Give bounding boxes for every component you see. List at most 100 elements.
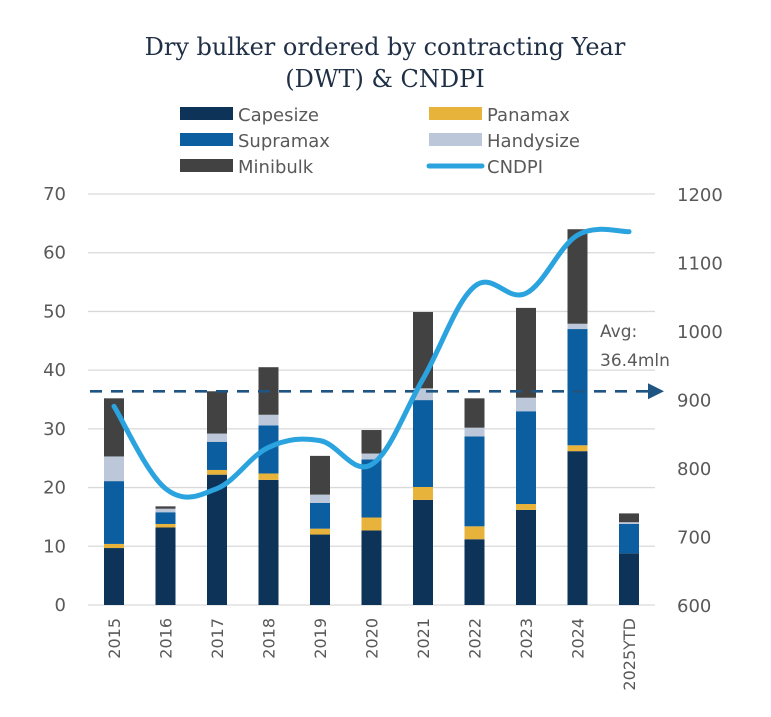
legend: Capesize Panamax Supramax Handysize Mini…	[180, 105, 580, 178]
average-arrow-icon	[648, 383, 664, 400]
bar-handysize-2024[interactable]	[567, 323, 588, 330]
x-tick-label: 2020	[363, 618, 382, 659]
bar-capesize-2020[interactable]	[361, 530, 382, 605]
bar-handysize-2018[interactable]	[258, 414, 279, 426]
bar-supramax-2020[interactable]	[361, 459, 382, 518]
bar-capesize-2025YTD[interactable]	[619, 553, 639, 605]
bar-supramax-2015[interactable]	[104, 481, 124, 544]
bar-minibulk-2020[interactable]	[361, 430, 382, 454]
bar-stack-2015[interactable]	[104, 398, 124, 605]
bar-supramax-2019[interactable]	[310, 502, 330, 529]
legend-item-capesize[interactable]: Capesize	[180, 105, 319, 126]
bar-capesize-2015[interactable]	[104, 548, 124, 605]
x-tick-label: 2015	[105, 618, 124, 659]
bar-stack-2020[interactable]	[361, 430, 382, 605]
bar-capesize-2022[interactable]	[464, 539, 485, 605]
bar-handysize-2021[interactable]	[413, 388, 433, 401]
bar-panamax-2015[interactable]	[104, 543, 124, 549]
legend-item-minibulk[interactable]: Minibulk	[180, 157, 314, 178]
cndpi-point-2022[interactable]	[472, 284, 477, 289]
y2-tick-label: 600	[677, 596, 711, 617]
bar-handysize-2022[interactable]	[464, 427, 485, 437]
cndpi-point-2017[interactable]	[215, 486, 220, 491]
cndpi-line[interactable]	[111, 226, 632, 500]
y-tick-label: 0	[55, 595, 66, 616]
cndpi-point-2025YTD[interactable]	[627, 229, 632, 234]
bar-stack-2018[interactable]	[258, 367, 279, 605]
y-tick-label: 20	[43, 478, 66, 499]
bar-capesize-2021[interactable]	[413, 499, 433, 605]
legend-label-panamax: Panamax	[487, 105, 570, 126]
bar-supramax-2024[interactable]	[567, 329, 588, 446]
bar-capesize-2019[interactable]	[310, 534, 330, 605]
bar-minibulk-2025YTD[interactable]	[619, 513, 639, 523]
bar-stack-2017[interactable]	[207, 391, 227, 605]
y2-tick-label: 1200	[677, 185, 723, 206]
legend-label-supramax: Supramax	[238, 131, 330, 152]
bar-handysize-2020[interactable]	[361, 453, 382, 460]
bar-supramax-2025YTD[interactable]	[619, 523, 639, 554]
bar-minibulk-2024[interactable]	[567, 229, 588, 324]
bar-supramax-2016[interactable]	[155, 512, 176, 524]
legend-item-supramax[interactable]: Supramax	[180, 131, 330, 152]
bar-capesize-2018[interactable]	[258, 479, 279, 605]
x-tick-label: 2019	[311, 618, 330, 659]
bar-stack-2016[interactable]	[155, 506, 176, 605]
bar-supramax-2021[interactable]	[413, 400, 433, 487]
x-tick-label: 2023	[517, 618, 536, 659]
chart-title-line-1: Dry bulker ordered by contracting Year	[145, 33, 626, 61]
bar-supramax-2023[interactable]	[516, 411, 536, 505]
legend-swatch-handysize	[429, 133, 482, 146]
bar-panamax-2020[interactable]	[361, 517, 382, 531]
bar-panamax-2022[interactable]	[464, 526, 485, 540]
legend-item-cndpi[interactable]: CNDPI	[426, 157, 543, 178]
bar-panamax-2024[interactable]	[567, 445, 588, 452]
bar-capesize-2016[interactable]	[155, 527, 176, 605]
bar-capesize-2023[interactable]	[516, 509, 536, 605]
cndpi-point-2016[interactable]	[163, 486, 168, 491]
bar-stack-2024[interactable]	[567, 229, 588, 605]
bar-supramax-2017[interactable]	[207, 441, 227, 470]
cndpi-point-2019[interactable]	[318, 438, 323, 443]
y2-tick-label: 700	[677, 528, 711, 549]
bar-supramax-2022[interactable]	[464, 436, 485, 527]
legend-item-panamax[interactable]: Panamax	[429, 105, 570, 126]
legend-label-capesize: Capesize	[238, 105, 319, 126]
bar-handysize-2015[interactable]	[104, 456, 124, 482]
bar-minibulk-2017[interactable]	[207, 391, 227, 434]
cndpi-point-2021[interactable]	[421, 376, 426, 381]
bar-stack-2019[interactable]	[310, 455, 330, 605]
bar-panamax-2016[interactable]	[155, 523, 176, 528]
cndpi-point-2015[interactable]	[112, 404, 117, 409]
legend-swatch-minibulk	[180, 159, 233, 172]
bar-stack-2022[interactable]	[464, 398, 485, 605]
cndpi-point-2018[interactable]	[266, 445, 271, 450]
cndpi-point-2020[interactable]	[369, 462, 374, 467]
bar-minibulk-2016[interactable]	[155, 506, 176, 509]
bar-minibulk-2022[interactable]	[464, 398, 485, 428]
bar-capesize-2024[interactable]	[567, 451, 588, 605]
bars	[104, 229, 639, 605]
bar-panamax-2017[interactable]	[207, 469, 227, 475]
legend-item-handysize[interactable]: Handysize	[429, 131, 580, 152]
y2-tick-label: 1000	[677, 322, 723, 343]
bar-panamax-2023[interactable]	[516, 504, 536, 510]
cndpi-point-2024[interactable]	[575, 233, 580, 238]
bar-stack-2021[interactable]	[413, 312, 433, 605]
gridlines	[88, 193, 655, 606]
cndpi-point-2023[interactable]	[524, 291, 529, 296]
bar-minibulk-2023[interactable]	[516, 307, 536, 398]
bar-handysize-2019[interactable]	[310, 494, 330, 503]
legend-swatch-supramax	[180, 133, 233, 146]
bar-handysize-2016[interactable]	[155, 508, 176, 513]
bar-handysize-2023[interactable]	[516, 397, 536, 412]
bar-stack-2025YTD[interactable]	[619, 513, 639, 605]
bar-panamax-2018[interactable]	[258, 473, 279, 480]
bar-panamax-2019[interactable]	[310, 528, 330, 535]
bar-capesize-2017[interactable]	[207, 474, 227, 605]
bar-panamax-2021[interactable]	[413, 486, 433, 500]
bar-handysize-2017[interactable]	[207, 433, 227, 442]
bar-minibulk-2019[interactable]	[310, 455, 330, 495]
bar-handysize-2025YTD[interactable]	[619, 522, 639, 524]
bar-stack-2023[interactable]	[516, 307, 536, 605]
